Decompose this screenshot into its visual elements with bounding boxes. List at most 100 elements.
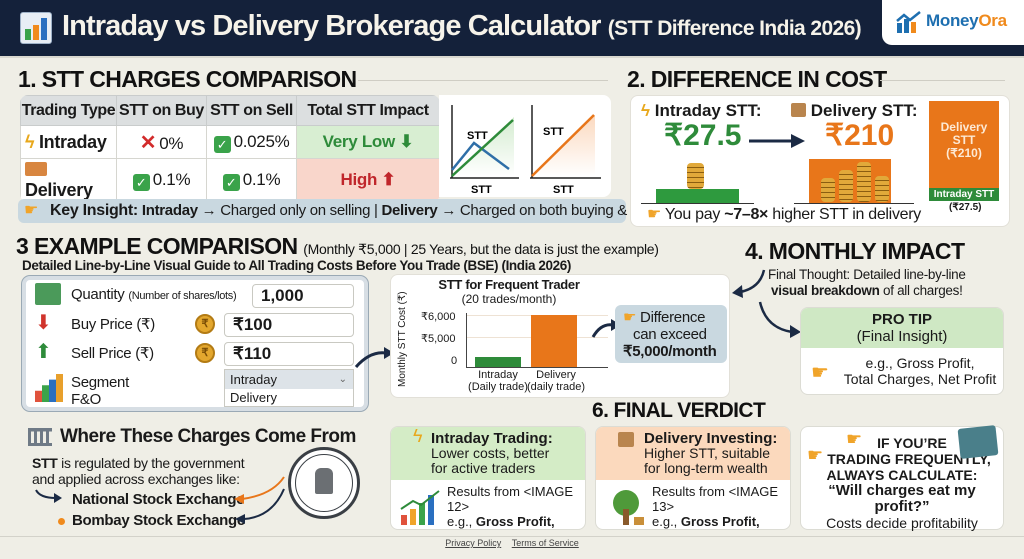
growth-bars-icon	[400, 490, 440, 525]
emblem-icon	[315, 468, 333, 494]
moneyora-logo[interactable]: MoneyOra	[882, 0, 1024, 45]
coin-stack-icon	[687, 163, 704, 189]
arrow-right-icon	[749, 134, 805, 148]
where-text: STT is regulated by the government and a…	[32, 455, 245, 487]
svg-text:STT: STT	[467, 130, 488, 142]
where-title: Where These Charges Come From	[60, 426, 356, 447]
table-row: ϟ Intraday ✕ 0% ✓ 0.025% Very Low ⬇	[20, 125, 440, 159]
stt-comparison-table: Trading Type STT on Buy STT on Sell Tota…	[20, 95, 440, 202]
table-row: Delivery ✓ 0.1% ✓ 0.1% High ⬆	[20, 158, 440, 202]
exchange-nse[interactable]: National Stock Exchange	[72, 491, 245, 508]
key-insight-bar: ☛ Key Insight: Intraday → Charged only o…	[18, 199, 672, 223]
col-stt-buy: STT on Buy	[116, 95, 207, 126]
coin-stack-icon	[821, 178, 835, 202]
growth-logo-icon	[896, 11, 921, 33]
row-buy: ✕ 0%	[116, 125, 207, 159]
pointing-hand-icon: ☛	[623, 309, 637, 326]
final-thought-text: Final Thought: Detailed line-by-line vis…	[768, 267, 966, 298]
divider	[358, 80, 608, 81]
section-title-monthly-impact: 4. MONTHLY IMPACT	[745, 238, 965, 264]
bar-intraday	[475, 357, 521, 367]
difference-note: ☛ You pay ~7–8× higher STT in delivery	[647, 206, 921, 223]
row-impact: High ⬆	[296, 158, 440, 202]
arrow-down-icon: ⬇	[399, 132, 414, 151]
x-label-intraday: Intraday (Daily trade)	[468, 369, 528, 393]
x-axis	[466, 367, 608, 368]
mini-stt-charts: STT STT STT STT	[439, 95, 611, 197]
pro-tip-body: e.g., Gross Profit, Total Charges, Net Pr…	[843, 355, 997, 387]
svg-text:STT: STT	[553, 184, 574, 196]
quantity-input[interactable]: 1,000	[252, 284, 354, 308]
bar-delivery	[531, 315, 577, 367]
calculator-icon	[957, 425, 999, 459]
chevron-down-icon[interactable]: ⌄	[338, 374, 347, 385]
pro-tip-card: PRO TIP (Final Insight) ☛ e.g., Gross Pro…	[800, 307, 1004, 395]
buy-price-input[interactable]: ₹100	[224, 313, 354, 337]
lightning-icon: ϟ	[25, 131, 35, 152]
curved-arrow-right-icon	[758, 301, 801, 338]
rupee-coin-icon: ₹	[195, 314, 215, 334]
col-total-impact: Total STT Impact	[296, 95, 440, 126]
card-body: Results from <IMAGE 12> e.g., Gross Prof…	[447, 484, 574, 529]
row-type: Delivery	[20, 158, 117, 202]
segment-label: Segment	[71, 374, 129, 391]
exchange-bse[interactable]: Bombay Stock Exchange	[72, 512, 245, 529]
segment-select[interactable]: Intraday ⌄ Delivery	[224, 369, 354, 407]
row-sell: ✓ 0.1%	[206, 158, 297, 202]
chart-title: STT for Frequent Trader	[438, 277, 580, 292]
bar-chart-icon	[20, 12, 52, 44]
card-header: ϟ Intraday Trading: Lower costs, better …	[391, 427, 585, 480]
stt-trend-charts-icon: STT STT STT STT	[450, 105, 601, 196]
delivery-stt-block: Delivery STT (₹210)	[929, 101, 999, 188]
quantity-label: Quantity (Number of shares/lots)	[71, 286, 237, 303]
header-banner: Intraday vs Delivery Brokerage Calculato…	[0, 0, 1024, 58]
buy-price-label: Buy Price (₹)	[71, 316, 155, 333]
money-tree-icon	[613, 490, 644, 525]
check-icon: ✓	[222, 173, 240, 191]
row-sell: ✓ 0.025%	[206, 125, 297, 159]
difference-note-card: ☛ Difference can exceed ₹5,000/month	[615, 305, 727, 363]
y-axis-label: Monthly STT Cost (₹)	[397, 291, 408, 387]
box-icon	[618, 432, 634, 447]
intraday-stt-block: Intraday STT	[929, 188, 999, 201]
y-axis	[466, 313, 467, 367]
pro-tip-header: PRO TIP (Final Insight)	[801, 308, 1003, 348]
row-type: ϟ Intraday	[20, 125, 117, 159]
verdict-card-intraday: ϟ Intraday Trading: Lower costs, better …	[390, 426, 586, 530]
table-header-row: Trading Type STT on Buy STT on Sell Tota…	[20, 95, 440, 126]
segment-chart-icon	[35, 374, 63, 402]
example-subtitle: Detailed Line-by-Line Visual Guide to Al…	[22, 258, 571, 273]
difference-card: ϟ Intraday STT: ₹27.5 Delivery STT: ₹210…	[630, 95, 1010, 227]
row-impact: Very Low ⬇	[296, 125, 440, 159]
check-icon: ✓	[213, 135, 231, 153]
privacy-policy-link[interactable]: Privacy Policy	[445, 538, 502, 548]
coin-stack-icon	[875, 176, 889, 202]
lightning-icon: ϟ	[413, 426, 423, 446]
baseline	[794, 203, 914, 204]
sell-price-input[interactable]: ₹110	[224, 342, 354, 366]
calculator-form: Quantity (Number of shares/lots) 1,000 ⬇…	[22, 276, 368, 411]
section-title-difference: 2. DIFFERENCE IN COST	[627, 66, 887, 92]
segment-option[interactable]: Delivery	[230, 390, 277, 405]
pointing-hand-icon: ☛	[24, 202, 39, 219]
section-title-example: 3 EXAMPLE COMPARISON (Monthly ₹5,000 | 2…	[16, 233, 659, 259]
svg-text:STT: STT	[471, 184, 492, 196]
intraday-bar	[656, 189, 739, 203]
check-icon: ✓	[132, 173, 150, 191]
delivery-truck-icon	[25, 162, 47, 176]
connector-arrows-icon	[234, 476, 285, 524]
curved-arrow-left-icon	[732, 269, 766, 298]
segment-fo-label: F&O	[71, 391, 101, 408]
baseline	[641, 203, 754, 204]
footer: Privacy Policy Terms of Service	[0, 538, 1024, 548]
chart-subtitle: (20 trades/month)	[461, 292, 557, 306]
svg-text:STT: STT	[543, 126, 564, 138]
pointing-hand-icon: ☛	[811, 362, 829, 384]
x-label-delivery: Delivery (daily trade)	[526, 369, 586, 393]
box-icon	[791, 103, 806, 117]
segment-option-selected[interactable]: Intraday ⌄	[225, 370, 353, 389]
intraday-stt-label: ϟ Intraday STT:	[641, 101, 762, 120]
terms-of-service-link[interactable]: Terms of Service	[511, 538, 579, 548]
y-tick: 0	[451, 355, 458, 367]
logo-text: MoneyOra	[926, 11, 1007, 30]
